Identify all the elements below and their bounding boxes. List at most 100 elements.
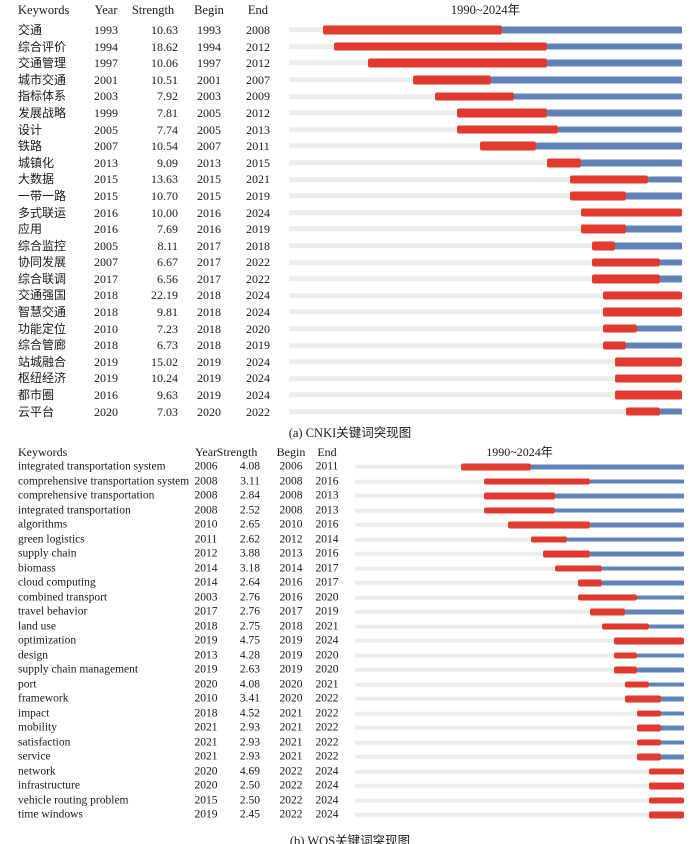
burst-timeline-bar <box>289 370 682 387</box>
keyword-label: comprehensive transportation system <box>18 474 190 487</box>
strength-value: 4.75 <box>239 634 260 647</box>
strength-value: 7.74 <box>157 122 178 137</box>
end-year-value: 2007 <box>246 72 270 87</box>
end-year-value: 2011 <box>246 139 270 154</box>
first-year-value: 2015 <box>94 172 118 187</box>
burst-timeline-bar <box>289 38 682 55</box>
strength-value: 3.88 <box>239 547 260 560</box>
pre-burst-track <box>355 552 684 557</box>
column-header-strength: Strength <box>131 2 175 17</box>
burst-segment <box>580 208 682 217</box>
keyword-label: travel behavior <box>18 605 88 618</box>
begin-year-value: 2008 <box>279 503 303 516</box>
post-burst-segment <box>502 26 682 34</box>
pre-burst-track <box>355 755 684 760</box>
begin-year-value: 2001 <box>197 72 221 87</box>
burst-segment <box>648 768 684 775</box>
burst-segment <box>648 811 684 819</box>
burst-segment <box>603 307 682 317</box>
keyword-label: biomass <box>18 561 56 574</box>
burst-timeline-bar <box>289 271 682 288</box>
cnki-header-row: Keywords Year Strength Begin End 1990~20… <box>0 2 700 18</box>
post-burst-segment <box>491 76 682 84</box>
end-year-value: 2021 <box>246 172 270 187</box>
burst-row: supply chain management 2019 2.63 2019 2020 <box>0 663 700 678</box>
burst-row: 都市圈 2016 9.63 2019 2024 <box>0 387 700 404</box>
burst-segment <box>590 608 626 616</box>
burst-timeline-bar <box>355 605 684 620</box>
begin-year-value: 2021 <box>279 721 303 734</box>
strength-value: 7.69 <box>157 222 178 237</box>
burst-row: green logistics 2011 2.62 2012 2014 <box>0 532 700 547</box>
first-year-value: 2020 <box>194 779 218 792</box>
begin-year-value: 1997 <box>197 56 221 71</box>
burst-row: mobility 2021 2.93 2021 2022 <box>0 721 700 736</box>
pre-burst-track <box>289 292 682 298</box>
keyword-label: comprehensive transportation <box>18 489 155 502</box>
burst-timeline-bar <box>355 750 684 765</box>
pre-burst-track <box>355 740 684 745</box>
burst-segment <box>333 42 548 51</box>
strength-value: 2.93 <box>239 750 260 763</box>
pre-burst-track <box>355 726 684 731</box>
end-year-value: 2009 <box>246 89 270 104</box>
pre-burst-track <box>289 359 682 365</box>
burst-timeline-bar <box>355 692 684 707</box>
strength-value: 3.41 <box>239 692 260 705</box>
burst-segment <box>648 782 684 790</box>
first-year-value: 2014 <box>194 561 218 574</box>
strength-value: 3.18 <box>239 561 260 574</box>
end-year-value: 2024 <box>315 779 339 792</box>
burst-segment <box>531 536 567 543</box>
burst-row: 功能定位 2010 7.23 2018 2020 <box>0 320 700 337</box>
burst-row: 枢纽经济 2019 10.24 2019 2024 <box>0 370 700 387</box>
burst-segment <box>625 681 649 688</box>
burst-timeline-bar <box>355 532 684 547</box>
post-burst-segment <box>531 464 684 470</box>
begin-year-value: 2019 <box>279 634 303 647</box>
first-year-value: 1997 <box>94 56 118 71</box>
burst-segment <box>507 521 590 529</box>
begin-year-value: 2017 <box>197 271 221 286</box>
burst-row: 综合监控 2005 8.11 2017 2018 <box>0 237 700 254</box>
first-year-value: 2018 <box>94 305 118 320</box>
timeline-range-title: 1990~2024年 <box>486 445 553 459</box>
keyword-label: 交通 <box>18 22 43 37</box>
end-year-value: 2012 <box>246 105 270 120</box>
keyword-label: integrated transportation system <box>18 460 166 473</box>
strength-value: 9.81 <box>157 305 178 320</box>
burst-timeline-bar <box>289 304 682 321</box>
end-year-value: 2019 <box>246 222 270 237</box>
burst-timeline-bar <box>355 576 684 591</box>
first-year-value: 2020 <box>94 404 118 419</box>
burst-segment <box>625 407 660 416</box>
burst-segment <box>412 75 492 85</box>
first-year-value: 2001 <box>94 72 118 87</box>
strength-value: 18.62 <box>151 39 178 54</box>
burst-timeline-bar <box>355 561 684 576</box>
burst-row: comprehensive transportation system 2008 3… <box>0 474 700 489</box>
burst-row: port 2020 4.08 2020 2021 <box>0 677 700 692</box>
first-year-value: 2008 <box>194 474 218 487</box>
burst-timeline-bar <box>289 221 682 238</box>
burst-row: infrastructure 2020 2.50 2022 2024 <box>0 779 700 794</box>
first-year-value: 2021 <box>194 721 218 734</box>
keyword-label: 交通强国 <box>18 288 67 303</box>
pre-burst-track <box>355 595 684 600</box>
keyword-label: 综合管廊 <box>18 338 67 353</box>
keyword-label: 综合评价 <box>18 39 67 54</box>
burst-row: 交通 1993 10.63 1993 2008 <box>0 22 700 39</box>
begin-year-value: 2008 <box>279 489 303 502</box>
burst-segment <box>484 507 555 514</box>
pre-burst-track <box>355 813 684 818</box>
keyword-label: satisfaction <box>18 735 71 748</box>
burst-segment <box>648 797 684 804</box>
post-burst-segment <box>601 566 684 571</box>
post-burst-segment <box>625 225 682 233</box>
burst-row: combined transport 2003 2.76 2016 2020 <box>0 590 700 605</box>
first-year-value: 2008 <box>194 503 218 516</box>
burst-row: 综合联调 2017 6.56 2017 2022 <box>0 271 700 288</box>
keyword-label: 协同发展 <box>18 255 67 270</box>
strength-value: 2.50 <box>239 793 260 806</box>
end-year-value: 2012 <box>246 39 270 54</box>
